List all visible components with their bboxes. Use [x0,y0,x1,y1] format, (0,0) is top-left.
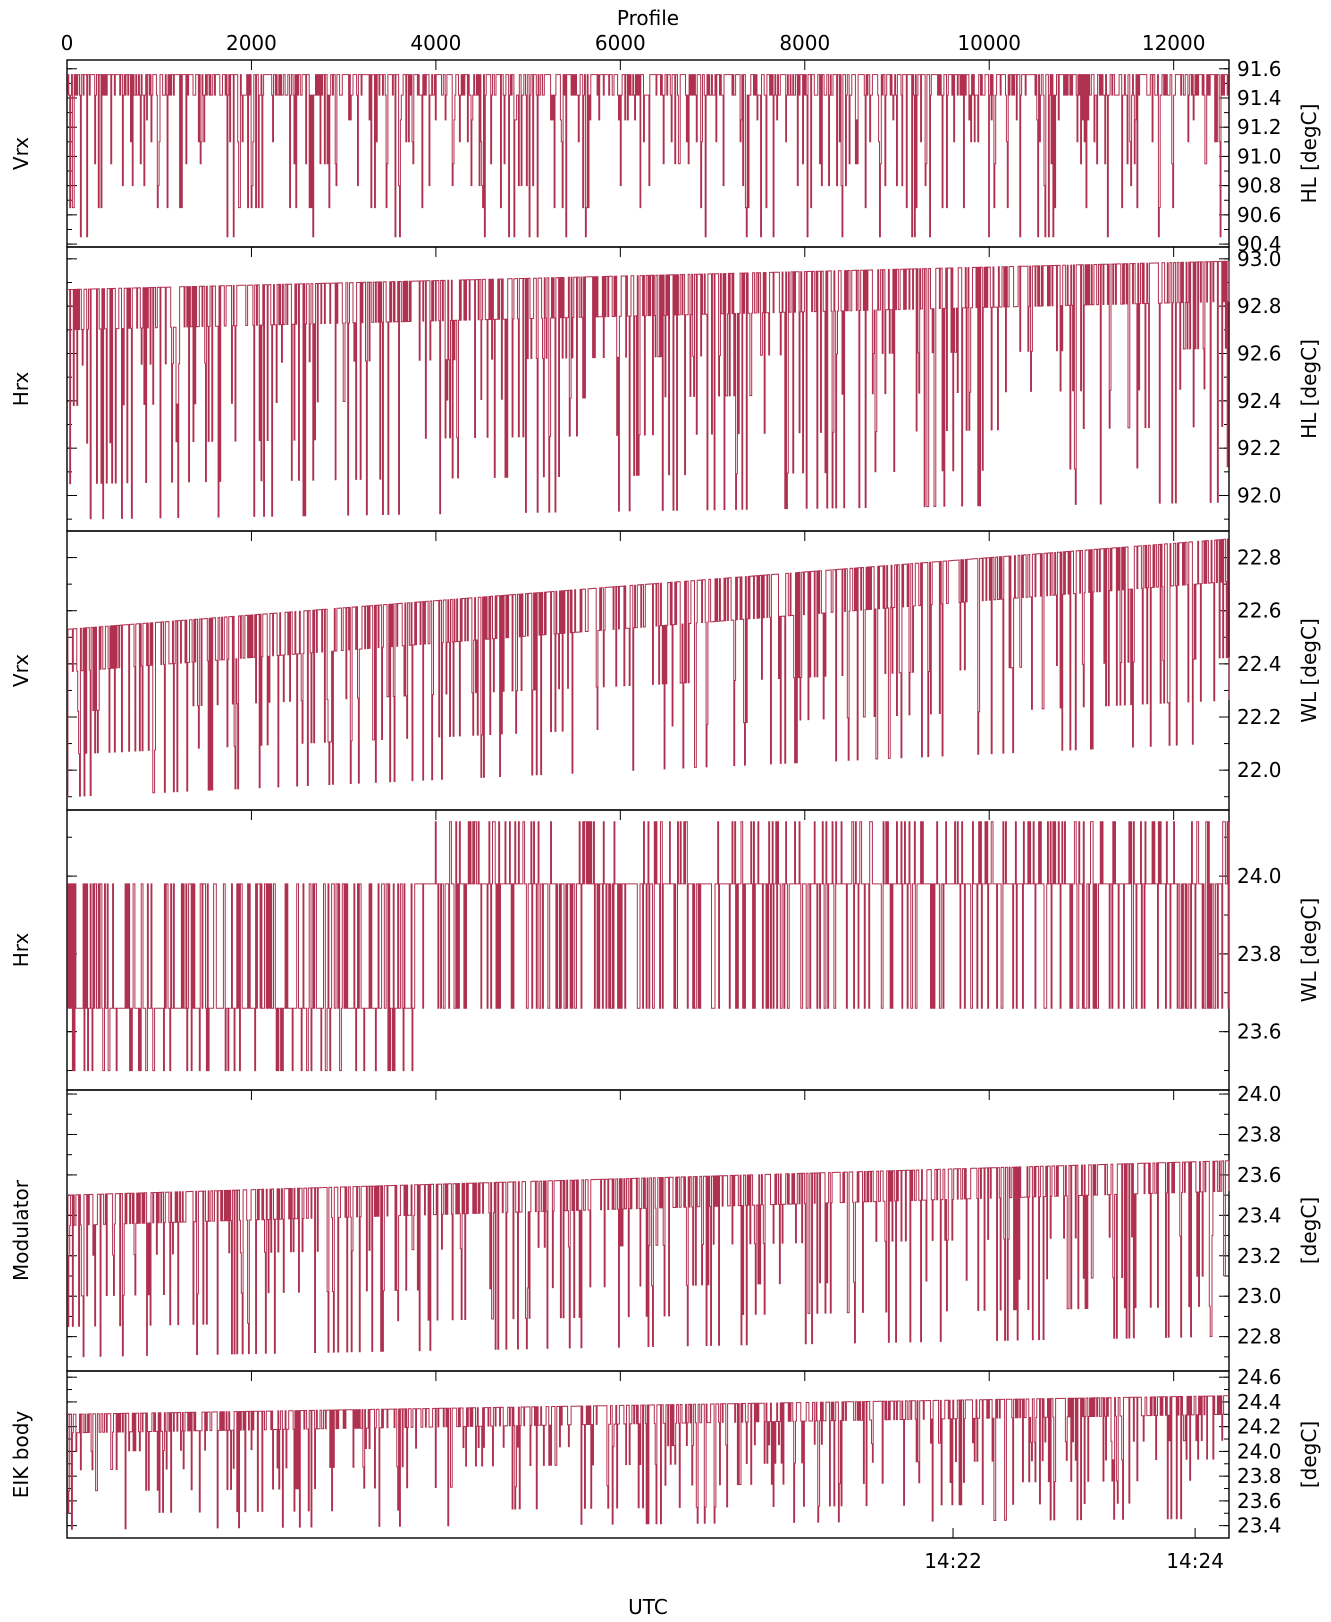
y-tick-label: 24.2 [1237,1415,1282,1439]
y-tick-label: 92.6 [1237,342,1282,366]
panel-1: 91.6 91.4 91.2 91.0 90.8 90.6 90.4 Vrx HL [degC] [9,57,1321,256]
y-tick-label: 24.6 [1237,1365,1282,1389]
y-tick-label: 22.8 [1237,546,1282,570]
y-tick-label: 91.2 [1237,115,1282,139]
panel-left-label: Vrx [9,137,33,170]
y-tick-label: 90.6 [1237,203,1282,227]
bottom-tick-label: 14:24 [1166,1549,1224,1573]
y-tick-label: 24.0 [1237,1439,1282,1463]
y-tick-label: 23.6 [1237,1020,1282,1044]
y-tick-label: 24.4 [1237,1390,1282,1414]
y-tick-label: 92.0 [1237,484,1282,508]
panel-frame [66,1370,1230,1539]
series-line [67,260,1230,520]
y-tick-label: 93.0 [1237,247,1282,271]
panel-left-label: Hrx [9,372,33,407]
y-tick-label: 22.2 [1237,705,1282,729]
panel-right-label: WL [degC] [1297,898,1321,1003]
top-tick-label: 4000 [410,31,461,55]
top-tick-label: 10000 [957,31,1021,55]
y-tick-label: 92.8 [1237,294,1282,318]
panel-3: 22.8 22.6 22.4 22.2 22.0 Vrx WL [degC] [9,530,1321,811]
panel-4: 24.0 23.8 23.6 Hrx WL [degC] [9,809,1321,1091]
bottom-axis-label: UTC [628,1595,668,1619]
panel-right-label: [degC] [1297,1421,1321,1488]
top-tick-label: 8000 [779,31,830,55]
panel-5: 24.0 23.8 23.6 23.4 23.2 23.0 22.8 Modulator [de… [9,1082,1321,1372]
y-tick-label: 23.8 [1237,1122,1282,1146]
panel-2: 93.0 92.8 92.6 92.4 92.2 92.0 Hrx HL [degC] [9,246,1321,532]
bottom-tick-label: 14:22 [924,1549,982,1573]
series-line [67,821,1230,1072]
y-tick-label: 92.2 [1237,436,1282,460]
y-tick-label: 23.6 [1237,1489,1282,1513]
panel-right-label: WL [degC] [1297,618,1321,723]
top-tick-label: 2000 [226,31,277,55]
series-line [67,1395,1230,1530]
y-tick-label: 90.8 [1237,174,1282,198]
y-tick-label: 22.8 [1237,1325,1282,1349]
panel-right-label: [degC] [1297,1197,1321,1264]
panel-right-label: HL [degC] [1297,339,1321,439]
y-tick-label: 22.0 [1237,758,1282,782]
panel-left-label: Hrx [9,933,33,968]
panel-left-label: Modulator [9,1179,33,1281]
y-tick-label: 23.8 [1237,1464,1282,1488]
series-line [67,74,1229,238]
y-tick-label: 92.4 [1237,389,1282,413]
top-tick-label: 6000 [595,31,646,55]
series-line [67,1160,1230,1358]
y-tick-label: 91.0 [1237,144,1282,168]
top-axis-label: Profile [617,6,679,30]
y-tick-label: 90.4 [1237,232,1282,256]
y-tick-label: 23.8 [1237,942,1282,966]
panel-left-label: Vrx [9,654,33,687]
top-tick-label: 0 [61,31,74,55]
y-tick-label: 23.6 [1237,1163,1282,1187]
panel-6: 24.624.424.224.023.823.623.4 EIK body [deg… [9,1365,1321,1539]
y-tick-label: 22.6 [1237,599,1282,623]
y-tick-label: 24.0 [1237,1082,1282,1106]
series-line [67,538,1230,798]
y-tick-label: 23.4 [1237,1514,1282,1538]
y-tick-label: 23.2 [1237,1244,1282,1268]
y-tick-label: 23.4 [1237,1203,1282,1227]
top-tick-label: 12000 [1142,31,1206,55]
panels: 91.6 91.4 91.2 91.0 90.8 90.6 90.4 Vrx HL [degC]… [9,57,1321,1539]
y-tick-label: 24.0 [1237,864,1282,888]
y-tick-label: 91.4 [1237,86,1282,110]
y-tick-label: 22.4 [1237,652,1282,676]
top-axis: Profile 0 2000 4000 6000 8000 10000 12000 [61,6,1206,55]
y-tick-label: 91.6 [1237,57,1282,81]
panel-left-label: EIK body [9,1411,33,1499]
panel-right-label: HL [degC] [1297,104,1321,204]
y-tick-label: 23.0 [1237,1284,1282,1308]
